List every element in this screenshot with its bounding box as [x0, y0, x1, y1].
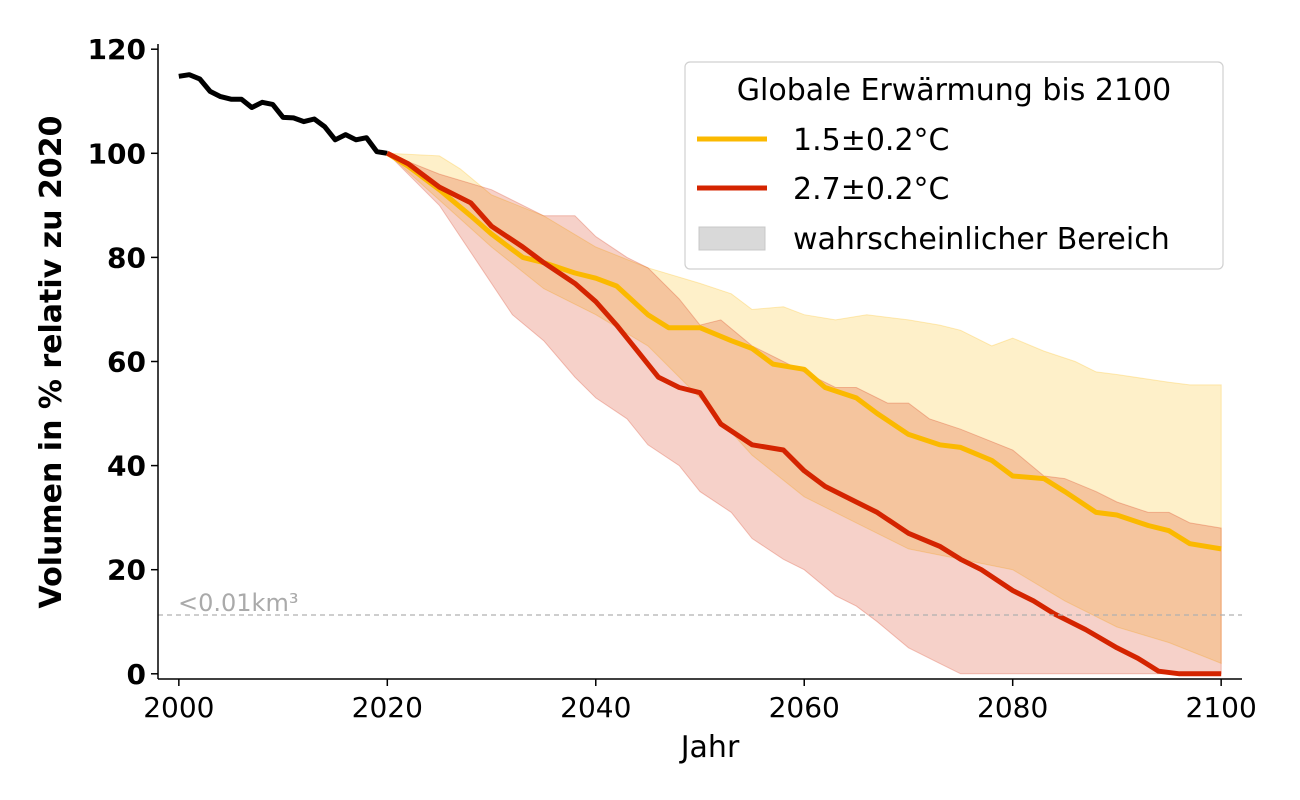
legend-label-1-5: 1.5±0.2°C [793, 123, 950, 158]
y-tick-label: 0 [127, 658, 146, 691]
legend-box [684, 61, 1224, 270]
y-tick-label: 100 [88, 137, 146, 170]
y-tick-label: 80 [107, 241, 146, 274]
likely-range-band-2-7 [386, 152, 1222, 675]
x-tick-label: 2080 [977, 691, 1048, 724]
x-tick-label: 2060 [769, 691, 840, 724]
x-tick-label: 2020 [352, 691, 423, 724]
legend-label-range: wahrscheinlicher Bereich [793, 222, 1170, 257]
observed-line [178, 72, 388, 156]
y-tick-label: 120 [88, 33, 146, 66]
x-axis-label: Jahr [679, 730, 740, 765]
y-axis-label: Volumen in % relativ zu 2020 [34, 116, 69, 609]
legend-title: Globale Erwärmung bis 2100 [737, 73, 1171, 108]
y-tick-label: 40 [107, 450, 146, 483]
median-line-1-5 [385, 151, 1222, 552]
y-tick-label: 60 [107, 346, 146, 379]
legend: Globale Erwärmung bis 2100 1.5±0.2°C 2.7… [684, 61, 1224, 270]
x-tick-label: 2100 [1186, 691, 1257, 724]
median-line-2-7 [386, 151, 1222, 677]
x-tick-label: 2000 [143, 691, 214, 724]
y-tick-label: 20 [107, 554, 146, 587]
x-tick-label: 2040 [560, 691, 631, 724]
legend-swatch-range [698, 226, 766, 251]
legend-label-2-7: 2.7±0.2°C [793, 172, 950, 207]
threshold-label: <0.01km³ [178, 589, 298, 617]
